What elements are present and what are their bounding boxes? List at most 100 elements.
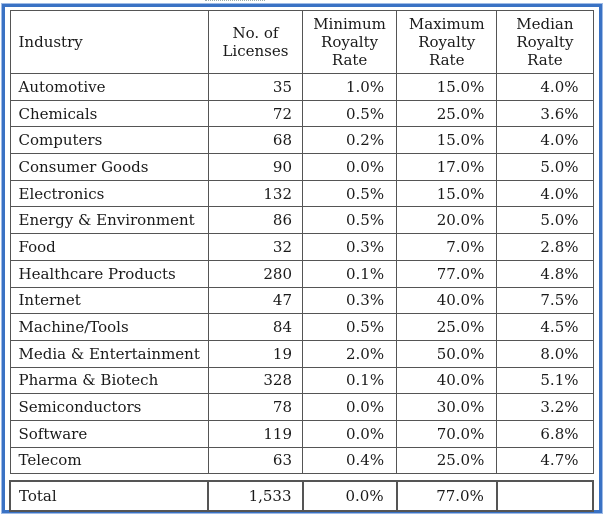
header-max-line: Royalty [418, 33, 476, 51]
cell-industry: Energy & Environment [9, 206, 209, 235]
cell-median-rate: 3.2% [496, 393, 594, 421]
cell-industry: Internet [9, 286, 209, 315]
cell-licenses: 280 [207, 259, 304, 288]
cell-industry: Automotive [9, 73, 209, 101]
cell-min-rate: 0.0% [302, 393, 398, 421]
header-row: Industry No. of Licenses Minimum Royalty… [9, 10, 594, 74]
table-row: Electronics 132 0.5% 15.0% 4.0% [9, 179, 594, 208]
cell-min-rate: 0.0% [302, 419, 398, 448]
cell-median-rate: 2.8% [496, 233, 594, 261]
table-row: Pharma & Biotech 328 0.1% 40.0% 5.1% [9, 366, 594, 395]
cell-median-rate: 5.1% [496, 366, 594, 395]
cell-licenses: 63 [207, 446, 304, 475]
cell-median-rate: 4.5% [496, 313, 594, 341]
cell-max-rate: 77.0% [396, 259, 498, 288]
table-row: Healthcare Products 280 0.1% 77.0% 4.8% [9, 259, 594, 288]
cell-licenses: 90 [207, 153, 304, 181]
cell-max-rate: 25.0% [396, 99, 498, 128]
table-row: Internet 47 0.3% 40.0% 7.5% [9, 286, 594, 315]
cell-industry: Chemicals [9, 99, 209, 128]
cell-min-rate: 0.4% [302, 446, 398, 475]
cell-max-rate: 40.0% [396, 366, 498, 395]
table-row: Consumer Goods 90 0.0% 17.0% 5.0% [9, 153, 594, 181]
cell-min-rate: 0.5% [302, 99, 398, 128]
cell-licenses: 78 [207, 393, 304, 421]
cell-min-rate: 0.0% [302, 153, 398, 181]
table-row: Energy & Environment 86 0.5% 20.0% 5.0% [9, 206, 594, 235]
header-max-line: Rate [428, 51, 465, 69]
header-licenses-line: Licenses [222, 42, 289, 60]
cell-min-rate: 1.0% [302, 73, 398, 101]
table-row: Media & Entertainment 19 2.0% 50.0% 8.0% [9, 339, 594, 368]
total-max-rate: 77.0% [395, 480, 498, 513]
cell-min-rate: 0.1% [302, 366, 398, 395]
cell-licenses: 119 [207, 419, 304, 448]
cell-industry: Software [9, 419, 209, 448]
cell-min-rate: 0.5% [302, 313, 398, 341]
cell-median-rate: 3.6% [496, 99, 594, 128]
cell-industry: Semiconductors [9, 393, 209, 421]
cell-industry: Telecom [9, 446, 209, 475]
cell-min-rate: 0.3% [302, 233, 398, 261]
cell-licenses: 72 [207, 99, 304, 128]
cell-industry: Consumer Goods [9, 153, 209, 181]
cell-licenses: 68 [207, 126, 304, 155]
cell-industry: Computers [9, 126, 209, 155]
royalty-table: Industry No. of Licenses Minimum Royalty… [8, 10, 595, 513]
cell-min-rate: 0.5% [302, 179, 398, 208]
cell-max-rate: 70.0% [396, 419, 498, 448]
table-row: Machine/Tools 84 0.5% 25.0% 4.5% [9, 313, 594, 341]
cell-licenses: 84 [207, 313, 304, 341]
header-licenses: No. of Licenses [207, 10, 304, 74]
cell-min-rate: 0.3% [302, 286, 398, 315]
cell-max-rate: 25.0% [396, 446, 498, 475]
table-row: Computers 68 0.2% 15.0% 4.0% [9, 126, 594, 155]
table-row: Food 32 0.3% 7.0% 2.8% [9, 233, 594, 261]
header-min-line: Royalty [321, 33, 379, 51]
cell-max-rate: 40.0% [396, 286, 498, 315]
table-row: Chemicals 72 0.5% 25.0% 3.6% [9, 99, 594, 128]
header-min-line: Rate [331, 51, 368, 69]
cell-max-rate: 25.0% [396, 313, 498, 341]
cell-median-rate: 4.0% [496, 126, 594, 155]
total-licenses: 1,533 [207, 480, 304, 513]
cell-median-rate: 6.8% [496, 419, 594, 448]
cell-licenses: 32 [207, 233, 304, 261]
total-row: Total 1,533 0.0% 77.0% [8, 480, 595, 513]
table-row: Automotive 35 1.0% 15.0% 4.0% [9, 73, 594, 101]
header-min-line: Minimum [313, 15, 386, 33]
cell-median-rate: 7.5% [496, 286, 594, 315]
cell-max-rate: 30.0% [396, 393, 498, 421]
cell-industry: Media & Entertainment [9, 339, 209, 368]
header-licenses-line: No. of [232, 24, 279, 42]
cell-median-rate: 4.8% [496, 259, 594, 288]
cell-min-rate: 0.2% [302, 126, 398, 155]
table-row: Semiconductors 78 0.0% 30.0% 3.2% [9, 393, 594, 421]
table-row: Telecom 63 0.4% 25.0% 4.7% [9, 446, 594, 475]
cell-median-rate: 5.0% [496, 206, 594, 235]
cell-licenses: 132 [207, 179, 304, 208]
header-median-line: Rate [527, 51, 563, 69]
cell-median-rate: 4.0% [496, 179, 594, 208]
cell-licenses: 19 [207, 339, 304, 368]
cell-median-rate: 5.0% [496, 153, 594, 181]
cell-industry: Healthcare Products [9, 259, 209, 288]
cell-max-rate: 50.0% [396, 339, 498, 368]
header-median-rate: Median Royalty Rate [496, 10, 594, 74]
cell-industry: Machine/Tools [9, 313, 209, 341]
cell-max-rate: 15.0% [396, 73, 498, 101]
total-median-rate [495, 480, 595, 513]
spacer-cell [10, 473, 593, 482]
top-edge-mark [205, 0, 265, 7]
header-max-line: Maximum [408, 15, 485, 33]
cell-industry: Electronics [9, 179, 209, 208]
cell-median-rate: 4.7% [496, 446, 594, 475]
header-industry: Industry [9, 10, 209, 74]
table-row: Software 119 0.0% 70.0% 6.8% [9, 419, 594, 448]
header-max-rate: Maximum Royalty Rate [396, 10, 498, 74]
spacer-row [10, 473, 593, 482]
header-median-line: Royalty [516, 33, 574, 51]
cell-industry: Pharma & Biotech [9, 366, 209, 395]
cell-licenses: 86 [207, 206, 304, 235]
cell-industry: Food [9, 233, 209, 261]
